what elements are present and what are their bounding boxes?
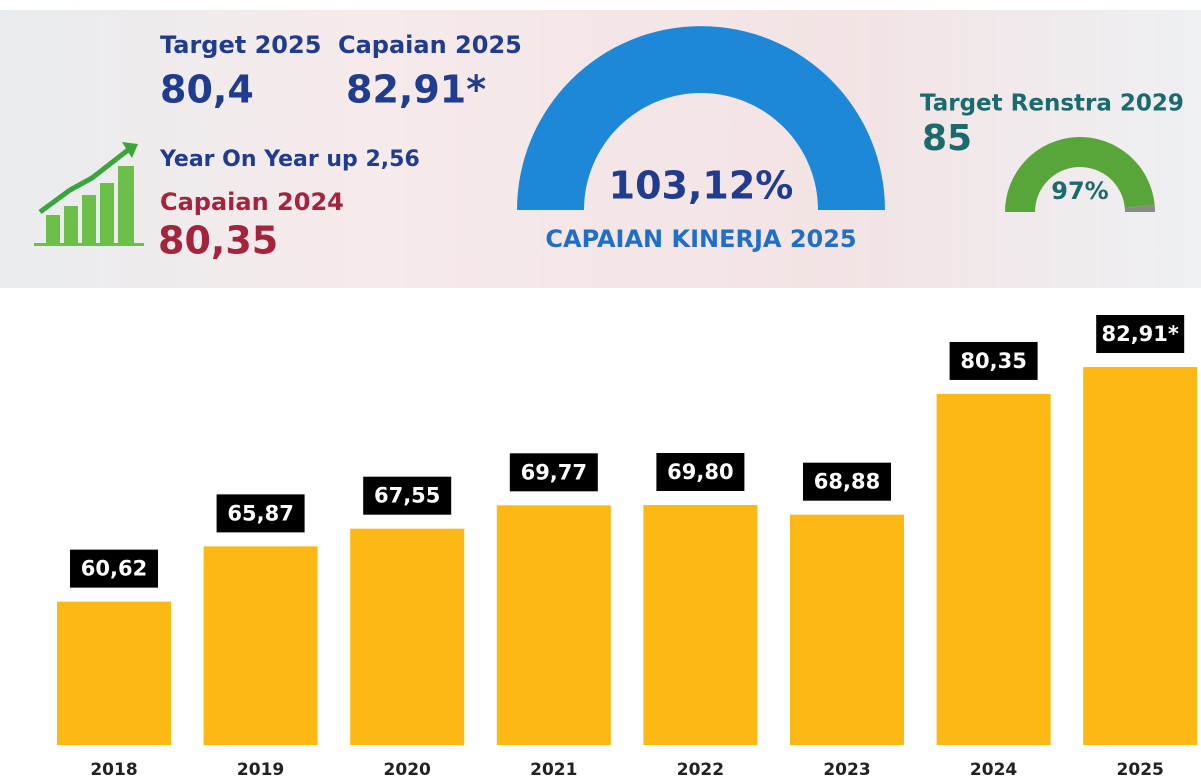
- value-label-box: [803, 462, 891, 501]
- kinerja-label: CAPAIAN KINERJA 2025: [545, 225, 856, 253]
- kinerja-value: 103,12%: [609, 164, 794, 208]
- value-label: 67,55: [374, 484, 440, 508]
- prev-label: Capaian 2024: [160, 188, 344, 216]
- bar: [57, 601, 171, 745]
- bar: [790, 514, 904, 745]
- gauge-value: [1005, 137, 1155, 212]
- kinerja-arc: [517, 26, 885, 211]
- value-label-box: [363, 476, 452, 515]
- bar: [496, 505, 611, 745]
- x-tick-label: 2024: [970, 760, 1017, 780]
- gauge-track: [1124, 204, 1155, 212]
- value-label: 80,35: [960, 349, 1026, 373]
- value-label: 60,62: [81, 557, 147, 581]
- value-label-box: [216, 494, 305, 533]
- bar: [643, 505, 758, 745]
- value-label-box: [509, 453, 598, 492]
- value-label: 65,87: [227, 501, 293, 525]
- x-tick-label: 2019: [237, 760, 284, 780]
- prev-value: 80,35: [158, 219, 278, 263]
- growth-icon: [34, 142, 144, 246]
- x-tick-label: 2023: [823, 760, 870, 780]
- bar: [936, 393, 1051, 745]
- capaian-label: Capaian 2025: [338, 31, 522, 59]
- capaian-value: 82,91*: [346, 68, 486, 112]
- value-label-box: [949, 341, 1038, 380]
- yoy-text: Year On Year up 2,56: [159, 147, 420, 172]
- value-label-box: [1096, 315, 1185, 353]
- value-label: 69,80: [667, 460, 733, 484]
- x-tick-label: 2018: [90, 760, 137, 780]
- target-label: Target 2025: [160, 31, 321, 59]
- bar: [350, 528, 465, 745]
- value-label-box: [656, 453, 745, 491]
- x-tick-label: 2022: [677, 760, 724, 780]
- bar: [1083, 367, 1198, 745]
- x-tick-label: 2020: [384, 760, 431, 780]
- value-label: 82,91*: [1101, 322, 1178, 346]
- value-label: 69,77: [521, 460, 587, 484]
- value-label: 68,88: [814, 470, 880, 494]
- bar: [203, 546, 318, 745]
- target-value: 80,4: [160, 68, 254, 112]
- gauge-label: 97%: [1051, 177, 1108, 205]
- renstra-value: 85: [922, 118, 972, 159]
- x-tick-label: 2025: [1117, 760, 1164, 780]
- x-tick-label: 2021: [530, 760, 577, 780]
- renstra-label: Target Renstra 2029: [920, 91, 1184, 117]
- value-label-box: [70, 549, 158, 588]
